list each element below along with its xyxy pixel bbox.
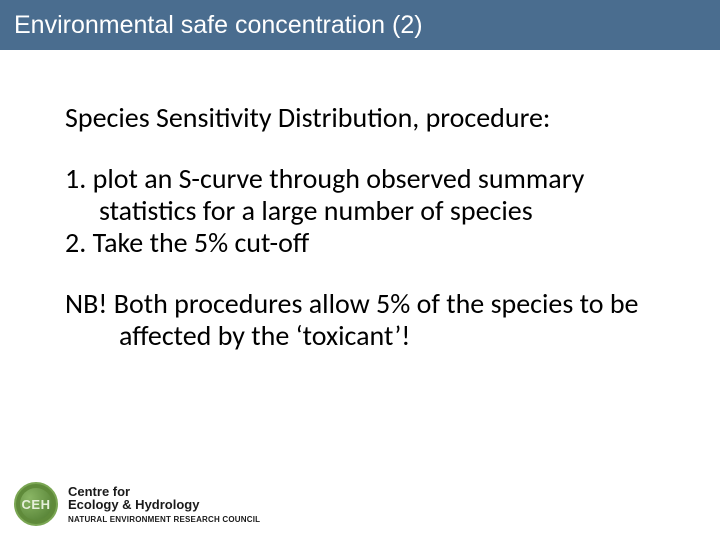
badge-text: CEH — [22, 497, 51, 512]
logo-text-block: Centre for Ecology & Hydrology NATURAL E… — [68, 484, 260, 524]
slide: Environmental safe concentration (2) Spe… — [0, 0, 720, 540]
note-body: Both procedures allow 5% of the species … — [114, 286, 639, 353]
title-bar: Environmental safe concentration (2) — [0, 0, 720, 50]
ceh-badge-icon: CEH — [14, 482, 58, 526]
list-text: Take the 5% cut-off — [93, 225, 310, 260]
list-number: 1. — [65, 161, 86, 196]
body-heading: Species Sensitivity Distribution, proced… — [65, 100, 655, 135]
footer-logo: CEH Centre for Ecology & Hydrology NATUR… — [14, 482, 260, 526]
list-item: 2. Take the 5% cut-off — [65, 227, 655, 259]
slide-title: Environmental safe concentration (2) — [14, 11, 423, 40]
note-prefix: NB! — [65, 286, 114, 321]
logo-subtitle: NATURAL ENVIRONMENT RESEARCH COUNCIL — [68, 515, 260, 524]
list-item: 1. plot an S-curve through observed summ… — [65, 163, 655, 227]
slide-body: Species Sensitivity Distribution, proced… — [65, 100, 655, 352]
list-number: 2. — [65, 225, 86, 260]
list-text: plot an S-curve through observed summary… — [93, 161, 585, 228]
procedure-list: 1. plot an S-curve through observed summ… — [65, 163, 655, 260]
note-line: NB! Both procedures allow 5% of the spec… — [65, 288, 655, 352]
logo-line2: Ecology & Hydrology — [68, 497, 260, 512]
